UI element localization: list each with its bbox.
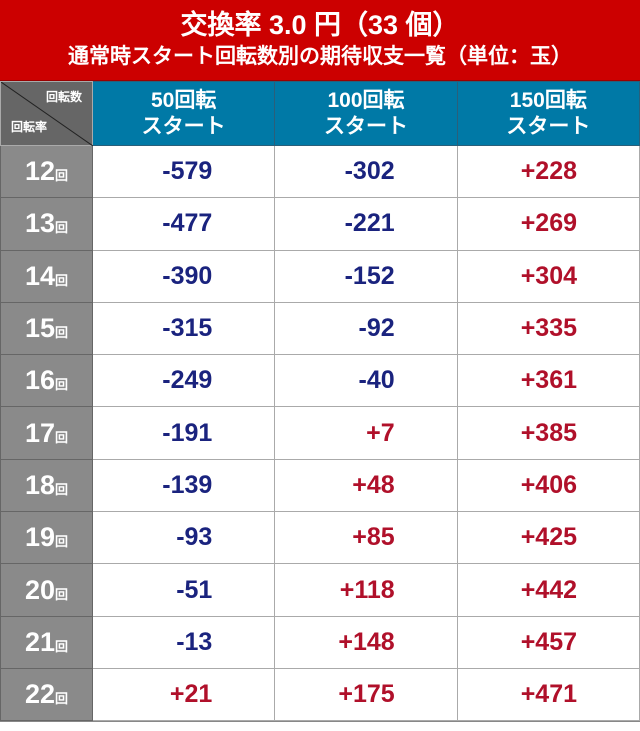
rate-value: 20	[24, 574, 56, 605]
table-cell: +304	[456, 249, 640, 303]
table-cell: +85	[274, 511, 458, 565]
corner-label-rate: 回転率	[11, 120, 48, 134]
table-row: 20回 -51 +118 +442	[0, 563, 640, 617]
rate-unit: 回	[55, 168, 69, 184]
table-cell: +148	[274, 615, 458, 669]
corner-label-spins: 回転数	[45, 90, 82, 104]
rate-value: 19	[24, 522, 56, 553]
table-cell: -152	[274, 249, 458, 303]
table-cell: +457	[456, 615, 640, 669]
rate-unit: 回	[55, 534, 69, 550]
rate-unit: 回	[55, 377, 69, 393]
table-cell: -13	[91, 615, 276, 669]
row-header: 16回	[0, 354, 93, 408]
rate-value: 18	[24, 469, 56, 500]
table-cell: +361	[456, 354, 640, 408]
column-header: 100回転 スタート	[274, 81, 458, 146]
table-cell: +21	[91, 667, 276, 722]
table-cell: -51	[91, 563, 276, 617]
row-header: 17回	[0, 406, 93, 460]
table-cell: -315	[91, 301, 276, 356]
rate-value: 16	[24, 365, 56, 396]
row-header: 14回	[0, 249, 93, 303]
column-header-line1: 50回転	[150, 88, 217, 112]
rate-value: 15	[24, 313, 56, 344]
table-cell: -139	[91, 458, 276, 513]
table-cell: -579	[91, 144, 276, 199]
table-cell: -390	[91, 249, 276, 303]
diagonal-divider	[1, 82, 93, 146]
rate-unit: 回	[55, 481, 69, 497]
row-header: 18回	[0, 458, 93, 513]
corner-header: 回転数 回転率	[0, 81, 93, 146]
row-header: 12回	[0, 144, 93, 199]
rate-unit: 回	[55, 272, 69, 288]
rate-unit: 回	[55, 220, 69, 236]
column-header-line2: スタート	[141, 114, 226, 138]
table-cell: +7	[274, 406, 458, 460]
row-header: 20回	[0, 563, 93, 617]
table-cell: -221	[274, 197, 458, 251]
rate-value: 21	[24, 626, 56, 657]
rate-unit: 回	[55, 638, 69, 654]
expected-value-table: 回転数 回転率 50回転 スタート 100回転 スタート 150回転 スタート 12回…	[0, 81, 640, 722]
title-main: 交換率 3.0 円（33 個）	[180, 10, 460, 40]
row-header: 19回	[0, 511, 93, 565]
column-header-line2: スタート	[323, 114, 408, 138]
table-row: 17回 -191 +7 +385	[0, 406, 640, 460]
column-header: 50回転 スタート	[91, 81, 276, 146]
table-cell: +175	[274, 667, 458, 722]
table-cell: -249	[91, 354, 276, 408]
table-cell: +228	[456, 144, 640, 199]
rate-value: 12	[24, 156, 56, 187]
row-header: 21回	[0, 615, 93, 669]
rate-value: 22	[24, 679, 56, 710]
table-row: 16回 -249 -40 +361	[0, 354, 640, 408]
column-header-line1: 100回転	[327, 88, 405, 112]
column-header-line1: 150回転	[509, 88, 587, 112]
column-header-line2: スタート	[506, 114, 591, 138]
table-cell: +335	[456, 301, 640, 356]
rate-value: 14	[24, 260, 56, 291]
row-header: 15回	[0, 301, 93, 356]
table-cell: -93	[91, 511, 276, 565]
table-cell: +48	[274, 458, 458, 513]
row-header: 22回	[0, 667, 93, 722]
table-cell: -191	[91, 406, 276, 460]
table-cell: -40	[274, 354, 458, 408]
table-cell: +442	[456, 563, 640, 617]
table-cell: -477	[91, 197, 276, 251]
rate-value: 17	[24, 417, 56, 448]
table-row: 19回 -93 +85 +425	[0, 511, 640, 565]
table-cell: -92	[274, 301, 458, 356]
column-header: 150回転 スタート	[456, 81, 640, 146]
table-row: 18回 -139 +48 +406	[0, 458, 640, 513]
title-banner: 交換率 3.0 円（33 個） 通常時スタート回転数別の期待収支一覧（単位：玉）	[0, 0, 640, 81]
table-row: 12回 -579 -302 +228	[0, 144, 640, 199]
rate-value: 13	[24, 208, 56, 239]
table-cell: +385	[456, 406, 640, 460]
table-cell: +471	[456, 667, 640, 722]
rate-unit: 回	[55, 586, 69, 602]
rate-unit: 回	[55, 429, 69, 445]
title-sub: 通常時スタート回転数別の期待収支一覧（単位：玉）	[68, 45, 572, 68]
table-cell: +269	[456, 197, 640, 251]
table-cell: +406	[456, 458, 640, 513]
rate-unit: 回	[55, 691, 69, 707]
row-header: 13回	[0, 197, 93, 251]
table-cell: +425	[456, 511, 640, 565]
table-cell: +118	[274, 563, 458, 617]
table-row: 15回 -315 -92 +335	[0, 301, 640, 356]
table-row: 14回 -390 -152 +304	[0, 249, 640, 303]
rate-unit: 回	[55, 325, 69, 341]
table-cell: -302	[274, 144, 458, 199]
table-row: 22回 +21 +175 +471	[0, 667, 640, 722]
table-row: 13回 -477 -221 +269	[0, 197, 640, 251]
table-row: 21回 -13 +148 +457	[0, 615, 640, 669]
